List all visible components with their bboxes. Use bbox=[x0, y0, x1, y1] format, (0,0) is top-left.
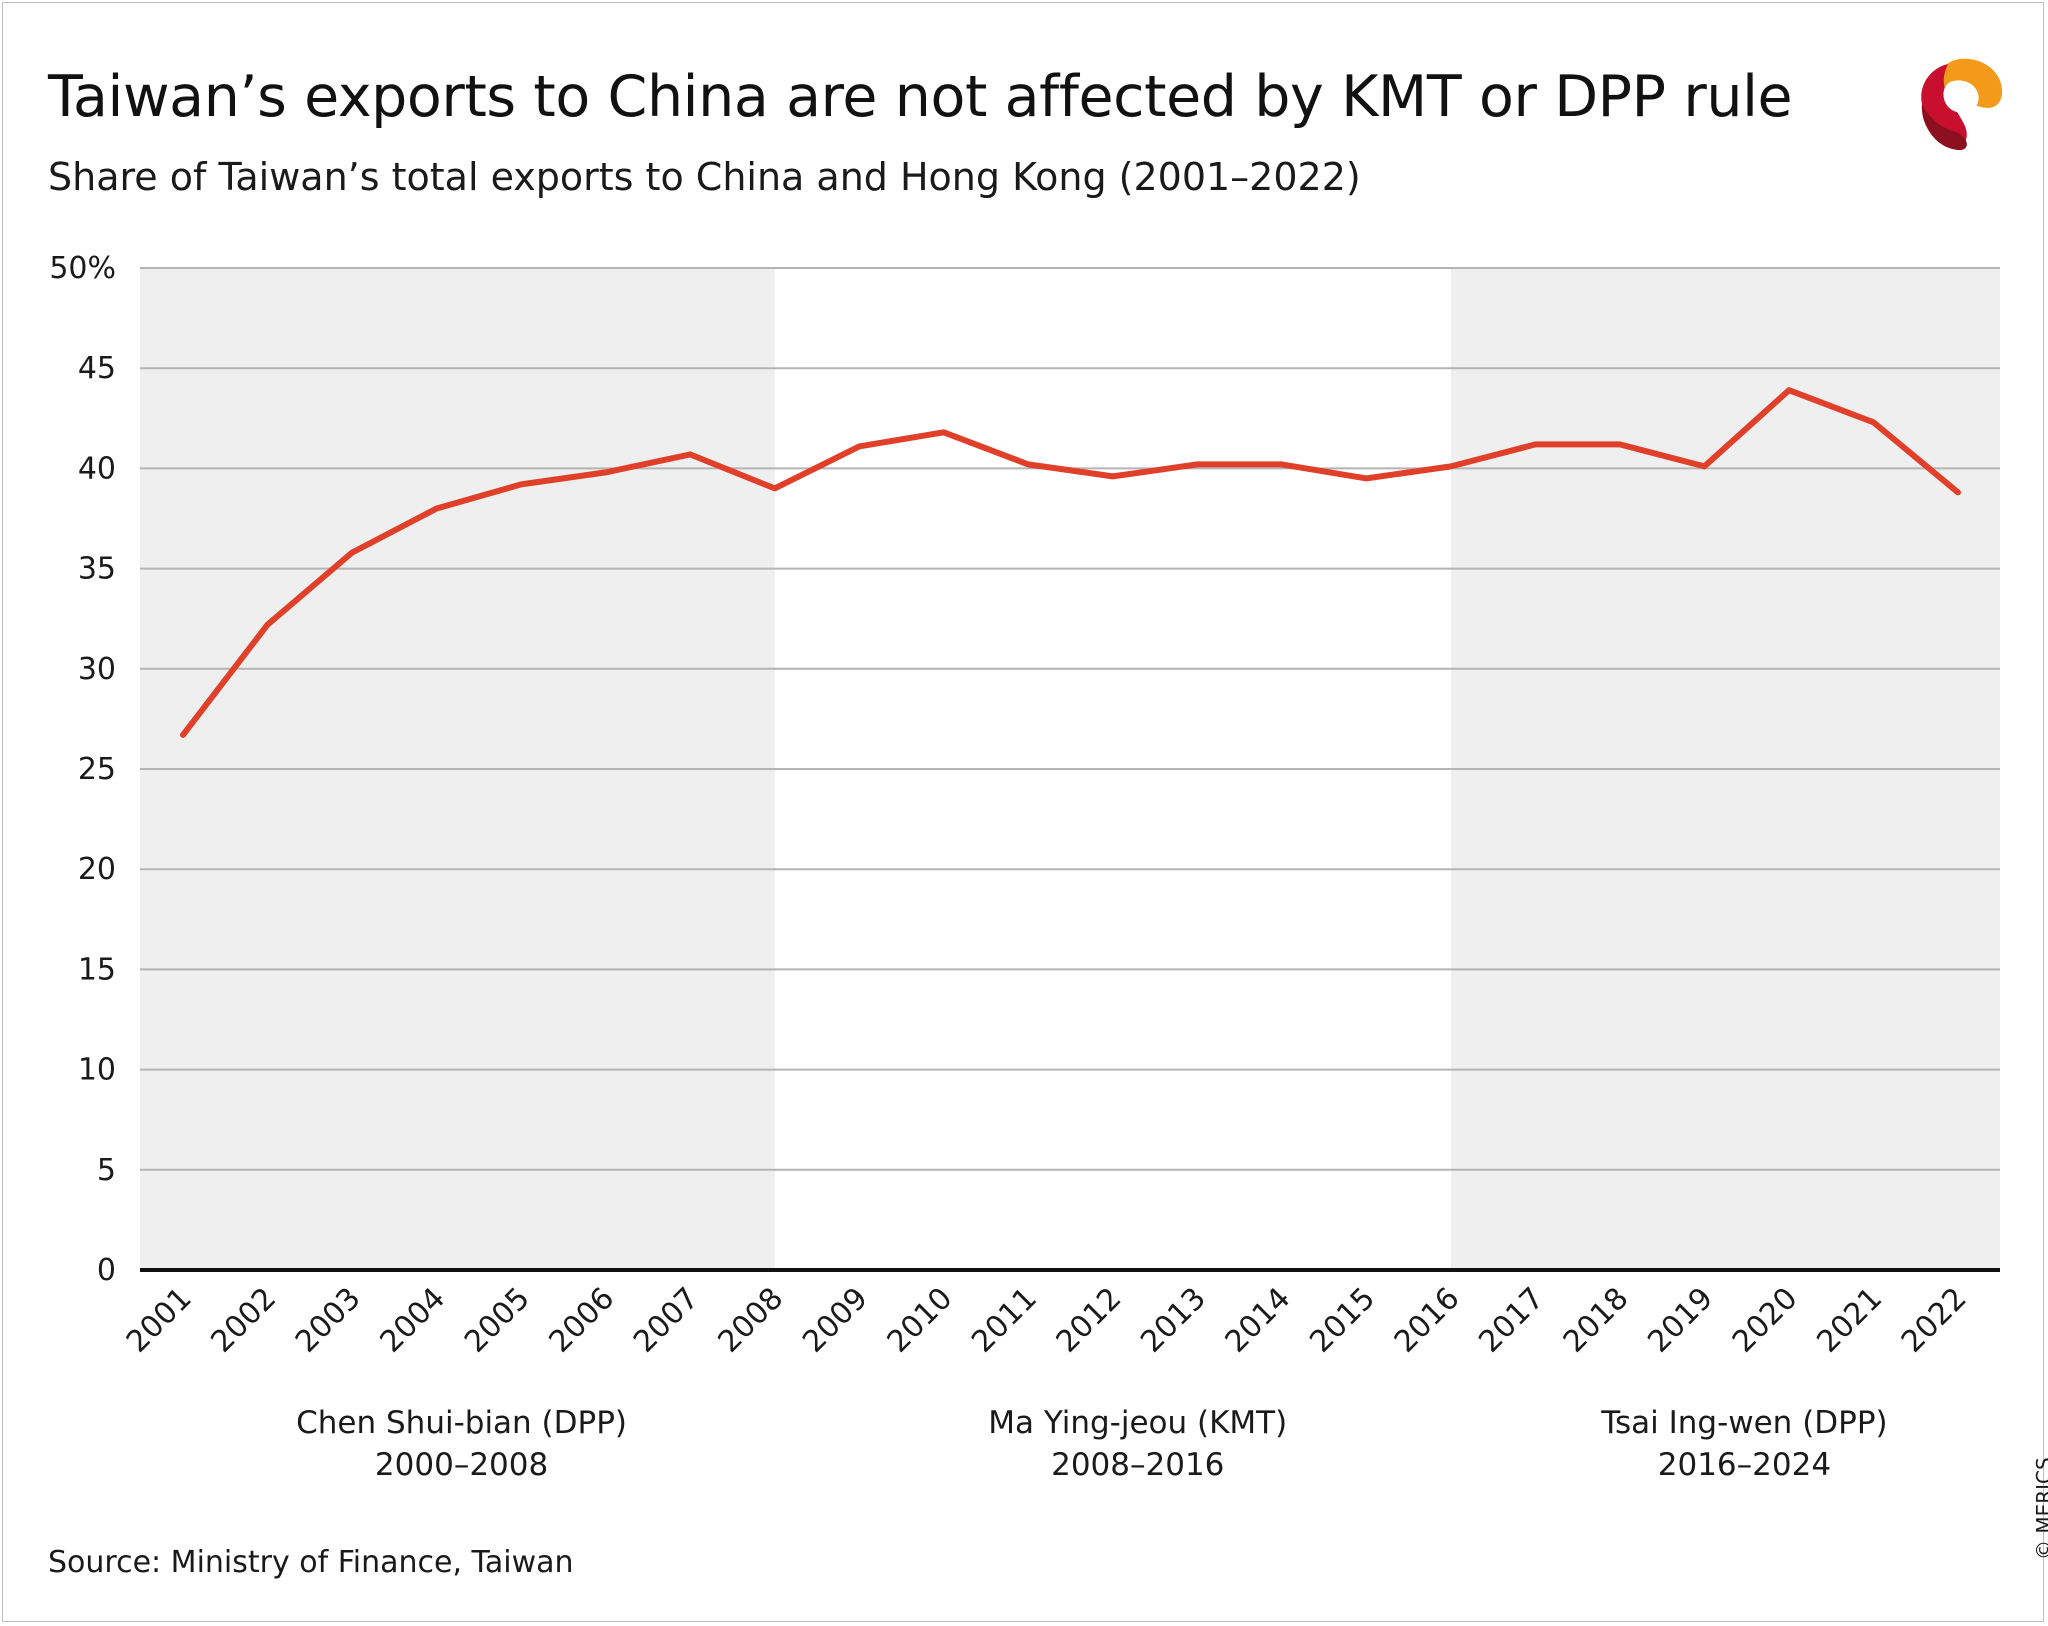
data-point bbox=[1364, 476, 1369, 481]
gridlines bbox=[140, 267, 2000, 1171]
x-tick-label: 2020 bbox=[1726, 1281, 1805, 1360]
data-point bbox=[1786, 388, 1791, 393]
period-name-label: Chen Shui-bian (DPP) bbox=[296, 1405, 627, 1441]
period-years-label: 2000–2008 bbox=[375, 1447, 548, 1483]
y-tick-label: 50% bbox=[49, 251, 116, 286]
data-point bbox=[1871, 420, 1876, 425]
data-point bbox=[1702, 464, 1707, 469]
series-line bbox=[180, 387, 1961, 738]
x-tick-label: 2019 bbox=[1641, 1281, 1720, 1360]
x-tick-label: 2004 bbox=[373, 1281, 452, 1360]
x-tick-label: 2007 bbox=[627, 1281, 706, 1360]
data-point bbox=[772, 486, 777, 491]
data-point bbox=[519, 482, 524, 487]
x-tick-label: 2010 bbox=[881, 1281, 960, 1360]
y-tick-label: 35 bbox=[78, 552, 116, 587]
data-point bbox=[1956, 490, 1960, 495]
x-tick-label: 2016 bbox=[1388, 1281, 1467, 1360]
y-tick-label: 20 bbox=[78, 852, 116, 887]
y-tick-label: 15 bbox=[78, 952, 116, 987]
data-point bbox=[265, 622, 270, 627]
data-point bbox=[1195, 462, 1200, 467]
x-tick-label: 2012 bbox=[1050, 1281, 1129, 1360]
y-axis-ticks: 0 5 10 15 20 25 30 35 40 45 50% bbox=[49, 251, 116, 1288]
x-tick-label: 2011 bbox=[965, 1281, 1044, 1360]
x-tick-label: 2001 bbox=[120, 1281, 199, 1360]
x-tick-label: 2022 bbox=[1895, 1281, 1974, 1360]
x-tick-label: 2008 bbox=[712, 1281, 791, 1360]
y-tick-label: 0 bbox=[97, 1253, 116, 1288]
x-tick-label: 2018 bbox=[1557, 1281, 1636, 1360]
series-line-group bbox=[180, 387, 1961, 738]
period-name-label: Tsai Ing-wen (DPP) bbox=[1600, 1405, 1887, 1441]
x-tick-label: 2015 bbox=[1303, 1281, 1382, 1360]
x-axis-ticks: 2001 2002 2003 2004 2005 2006 2007 2008 2009 2010… bbox=[120, 1281, 1974, 1360]
y-tick-label: 40 bbox=[78, 451, 116, 486]
period-name-label: Ma Ying-jeou (KMT) bbox=[988, 1405, 1287, 1441]
copyright-note: © MERICS bbox=[2032, 1457, 2048, 1560]
x-tick-label: 2005 bbox=[458, 1281, 537, 1360]
data-point bbox=[434, 506, 439, 511]
x-tick-label: 2021 bbox=[1810, 1281, 1889, 1360]
data-point bbox=[603, 470, 608, 475]
merics-logo-icon bbox=[1921, 58, 2003, 151]
y-tick-label: 25 bbox=[78, 752, 116, 787]
x-tick-label: 2006 bbox=[543, 1281, 622, 1360]
period-years-label: 2016–2024 bbox=[1658, 1447, 1831, 1483]
chart-subtitle: Share of Taiwan’s total exports to China… bbox=[48, 155, 1361, 199]
y-tick-label: 5 bbox=[97, 1153, 116, 1188]
chart-title: Taiwan’s exports to China are not affect… bbox=[48, 64, 1793, 130]
data-point bbox=[1026, 462, 1031, 467]
data-point bbox=[1533, 442, 1538, 447]
source-note: Source: Ministry of Finance, Taiwan bbox=[48, 1545, 574, 1580]
y-tick-label: 10 bbox=[78, 1053, 116, 1088]
x-tick-label: 2014 bbox=[1219, 1281, 1298, 1360]
data-point bbox=[857, 444, 862, 449]
data-point bbox=[1448, 464, 1453, 469]
x-tick-label: 2017 bbox=[1472, 1281, 1551, 1360]
data-point bbox=[688, 452, 693, 457]
data-point bbox=[350, 550, 355, 555]
period-years-label: 2008–2016 bbox=[1051, 1447, 1224, 1483]
x-tick-label: 2013 bbox=[1134, 1281, 1213, 1360]
x-tick-label: 2003 bbox=[289, 1281, 368, 1360]
data-point bbox=[1110, 474, 1115, 479]
period-labels: Chen Shui-bian (DPP) 2000–2008 Ma Ying-jeo… bbox=[296, 1405, 1888, 1483]
data-point bbox=[1279, 462, 1284, 467]
x-tick-label: 2002 bbox=[204, 1281, 283, 1360]
x-tick-label: 2009 bbox=[796, 1281, 875, 1360]
y-tick-label: 30 bbox=[78, 652, 116, 687]
data-point bbox=[181, 732, 185, 737]
y-tick-label: 45 bbox=[78, 351, 116, 386]
data-point bbox=[1617, 442, 1622, 447]
data-point bbox=[941, 430, 946, 435]
